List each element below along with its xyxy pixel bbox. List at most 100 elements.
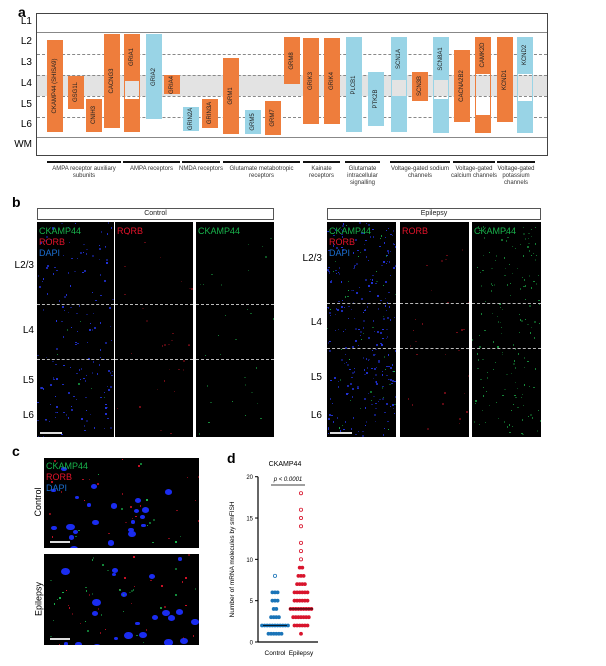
signal-dot xyxy=(336,417,339,419)
signal-dot xyxy=(364,398,366,400)
gene-expression-bar: GRM7 xyxy=(265,100,281,135)
signal-dot xyxy=(375,402,377,405)
signal-dot xyxy=(343,362,346,365)
signal-dot xyxy=(363,320,365,322)
gene-label: CNIH3 xyxy=(91,106,97,125)
signal-dot xyxy=(232,400,234,403)
signal-dot xyxy=(352,346,354,348)
gene-expression-bar: CAMK2D xyxy=(475,37,491,74)
control-high-mag-micrograph: CKAMP44 RORB DAPI xyxy=(44,458,199,548)
signal-dot xyxy=(85,253,88,255)
signal-dot xyxy=(359,222,361,224)
signal-dot xyxy=(84,380,87,382)
data-point xyxy=(296,573,301,578)
channel-label-ckamp44: CKAMP44 xyxy=(474,226,517,236)
signal-dot xyxy=(534,321,536,323)
signal-dot xyxy=(517,387,519,390)
layer-label: L2/3 xyxy=(14,260,34,271)
signal-dot xyxy=(124,577,126,579)
nucleus xyxy=(92,519,99,525)
signal-dot xyxy=(386,403,388,405)
layer-boundary-dashed xyxy=(37,359,114,360)
signal-dot xyxy=(335,272,338,275)
signal-dot xyxy=(531,235,533,237)
data-point xyxy=(295,590,299,595)
signal-dot xyxy=(377,331,379,333)
signal-dot xyxy=(486,371,488,374)
signal-dot xyxy=(524,238,527,240)
signal-dot xyxy=(76,372,78,375)
panel-label-a: a xyxy=(18,4,26,20)
signal-dot xyxy=(341,230,344,232)
signal-dot xyxy=(412,329,415,332)
signal-dot xyxy=(85,374,88,377)
gene-label: GRIA4 xyxy=(169,75,175,94)
signal-dot xyxy=(393,371,395,373)
signal-dot xyxy=(37,401,39,404)
data-point xyxy=(299,507,304,512)
signal-dot xyxy=(99,322,102,324)
signal-dot xyxy=(92,557,95,559)
gene-group-label: Voltage-gated sodium channels xyxy=(390,166,450,179)
signal-dot xyxy=(54,416,57,419)
signal-dot xyxy=(357,387,359,390)
gene-expression-bar: CKAMP44 (SHISA9) xyxy=(47,40,63,132)
signal-dot xyxy=(99,356,102,359)
layer-boundary-dashed xyxy=(472,348,541,349)
channel-label-ckamp44: CKAMP44 xyxy=(39,226,82,236)
signal-dot xyxy=(338,427,340,429)
data-point xyxy=(299,524,304,529)
gene-expression-gap xyxy=(475,73,491,116)
layer-label: L4 xyxy=(20,77,32,89)
signal-dot xyxy=(56,354,58,356)
signal-dot xyxy=(368,224,370,226)
nucleus xyxy=(51,488,56,493)
signal-dot xyxy=(517,353,520,355)
signal-dot xyxy=(385,281,387,283)
signal-dot xyxy=(61,433,63,436)
signal-dot xyxy=(92,312,95,315)
data-point xyxy=(273,590,277,595)
nucleus xyxy=(124,632,133,640)
signal-dot xyxy=(380,332,382,334)
signal-dot xyxy=(102,564,104,566)
signal-dot xyxy=(482,395,485,397)
signal-dot xyxy=(505,240,508,242)
control-micrograph: RORB xyxy=(115,222,193,437)
channel-label-ckamp44: CKAMP44 xyxy=(198,226,241,236)
signal-dot xyxy=(389,274,392,277)
signal-dot xyxy=(75,343,77,346)
data-point xyxy=(305,590,310,595)
gene-label: KCND1 xyxy=(502,69,508,90)
signal-dot xyxy=(52,227,54,229)
signal-dot xyxy=(50,384,52,386)
gene-expression-bar: PTK2B xyxy=(368,71,384,126)
signal-dot xyxy=(77,342,79,345)
gene-expression-bar: GRIA4 xyxy=(164,74,180,95)
signal-dot xyxy=(45,356,48,359)
signal-dot xyxy=(358,286,361,289)
signal-dot xyxy=(352,252,355,254)
signal-dot xyxy=(100,294,102,297)
nucleus xyxy=(110,503,118,509)
data-point xyxy=(300,590,305,595)
signal-dot xyxy=(172,332,174,335)
signal-dot xyxy=(380,235,383,237)
signal-dot xyxy=(347,392,350,395)
signal-dot xyxy=(62,383,64,386)
signal-dot xyxy=(505,229,507,232)
signal-dot xyxy=(83,243,85,246)
signal-dot xyxy=(176,509,178,512)
nucleus xyxy=(91,611,99,617)
signal-dot xyxy=(481,285,483,287)
signal-dot xyxy=(338,267,341,269)
signal-dot xyxy=(364,424,367,427)
gene-label: PLCB1 xyxy=(351,74,357,95)
nucleus xyxy=(63,642,69,645)
signal-dot xyxy=(331,414,333,417)
signal-dot xyxy=(492,312,494,314)
signal-dot xyxy=(92,255,94,257)
signal-dot xyxy=(332,245,335,247)
signal-dot xyxy=(382,397,384,399)
signal-dot xyxy=(482,270,484,272)
